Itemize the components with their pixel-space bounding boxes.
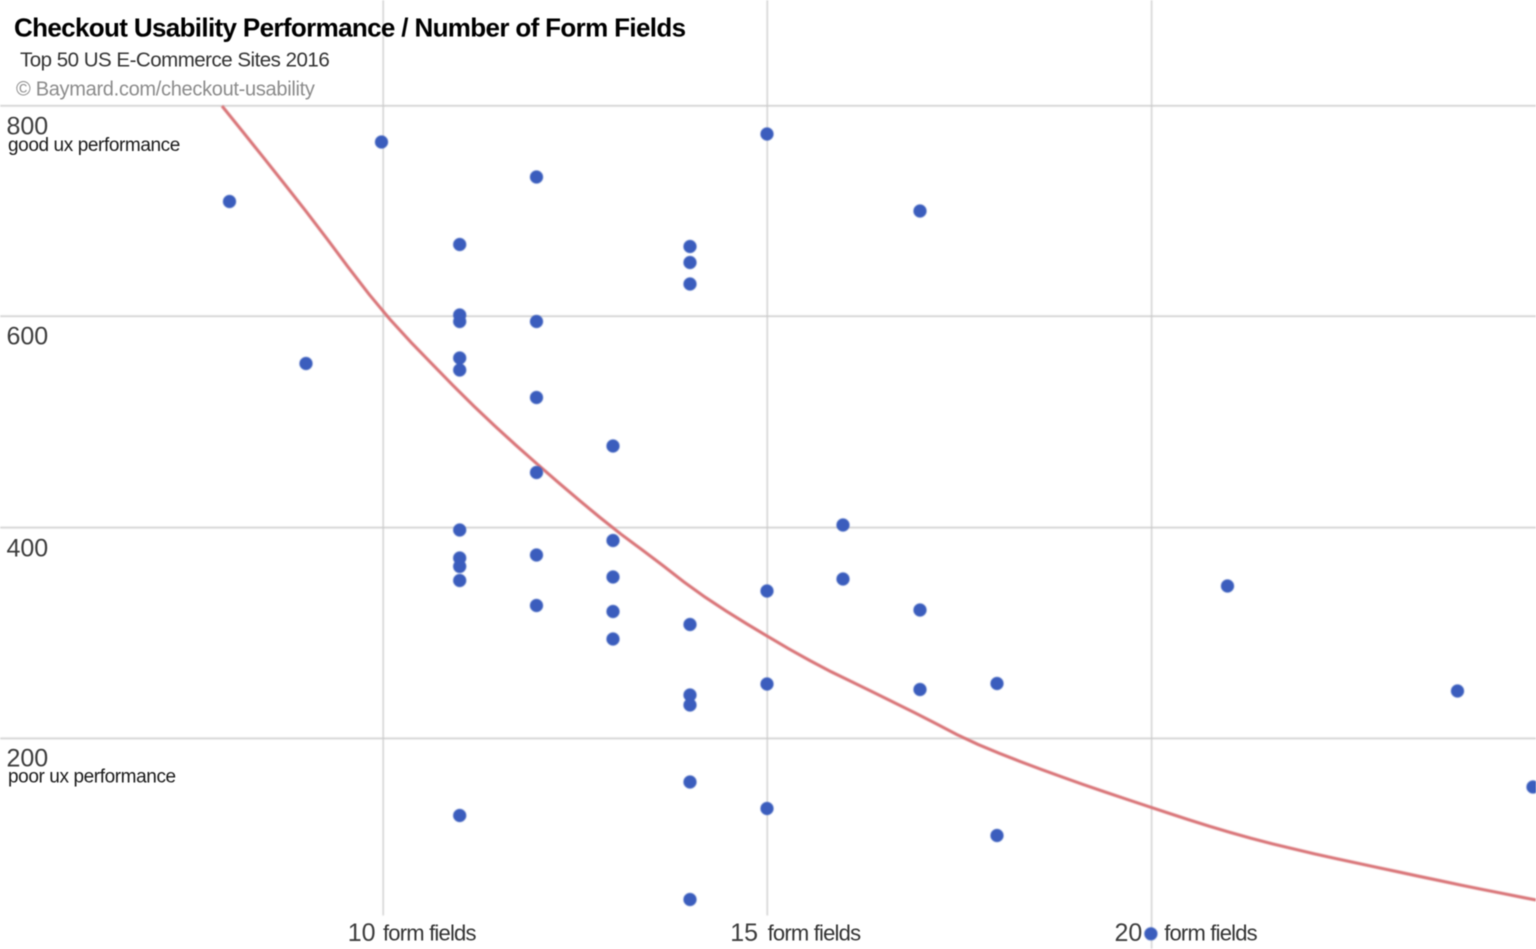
svg-text:Checkout Usability Performance: Checkout Usability Performance / Number …: [14, 13, 686, 43]
svg-text:good ux performance: good ux performance: [8, 135, 180, 156]
svg-text:20: 20: [1114, 919, 1142, 947]
svg-text:200: 200: [7, 744, 49, 772]
svg-text:Top 50 US E-Commerce Sites 201: Top 50 US E-Commerce Sites 2016: [20, 49, 329, 72]
svg-text:form fields: form fields: [383, 921, 476, 946]
svg-text:poor ux performance: poor ux performance: [8, 767, 176, 788]
svg-text:form fields: form fields: [768, 921, 861, 946]
svg-text:400: 400: [7, 534, 49, 562]
svg-text:form fields: form fields: [1164, 921, 1257, 946]
svg-text:15: 15: [730, 919, 758, 947]
svg-text:10: 10: [348, 919, 376, 947]
svg-text:600: 600: [7, 323, 49, 351]
svg-text:© Baymard.com/checkout-usabili: © Baymard.com/checkout-usability: [16, 78, 315, 100]
svg-text:800: 800: [7, 112, 49, 140]
